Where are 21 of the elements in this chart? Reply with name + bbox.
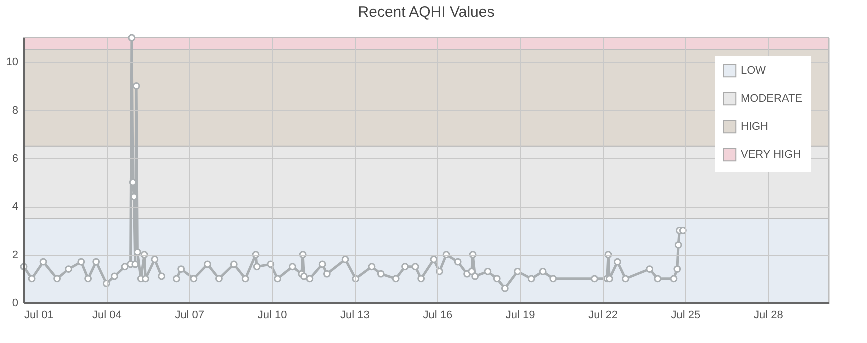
y-tick-label: 4	[12, 201, 18, 214]
legend-label: VERY HIGH	[741, 149, 802, 161]
x-tick-label: Jul 04	[92, 310, 122, 322]
legend-label: MODERATE	[741, 93, 803, 105]
x-tick-label: Jul 10	[258, 310, 288, 322]
y-tick-label: 2	[12, 249, 18, 262]
x-tick-label: Jul 25	[671, 310, 701, 322]
y-tick-label: 6	[12, 152, 18, 165]
x-tick-label: Jul 07	[175, 310, 205, 322]
x-tick-label: Jul 16	[423, 310, 453, 322]
y-tick-label: 10	[6, 56, 18, 69]
x-tick-label: Jul 13	[340, 310, 370, 322]
x-tick-label: Jul 28	[754, 310, 784, 322]
y-tick-label: 0	[12, 298, 18, 310]
band-label: HIGH	[741, 121, 769, 133]
x-tick-label: Jul 22	[588, 310, 618, 322]
chart-title: Recent AQHI Values	[358, 4, 495, 22]
legend-label: LOW	[741, 65, 767, 77]
x-tick-label: Jul 01	[24, 310, 54, 322]
y-tick-label: 8	[12, 104, 18, 117]
x-tick-label: Jul 19	[506, 310, 536, 322]
